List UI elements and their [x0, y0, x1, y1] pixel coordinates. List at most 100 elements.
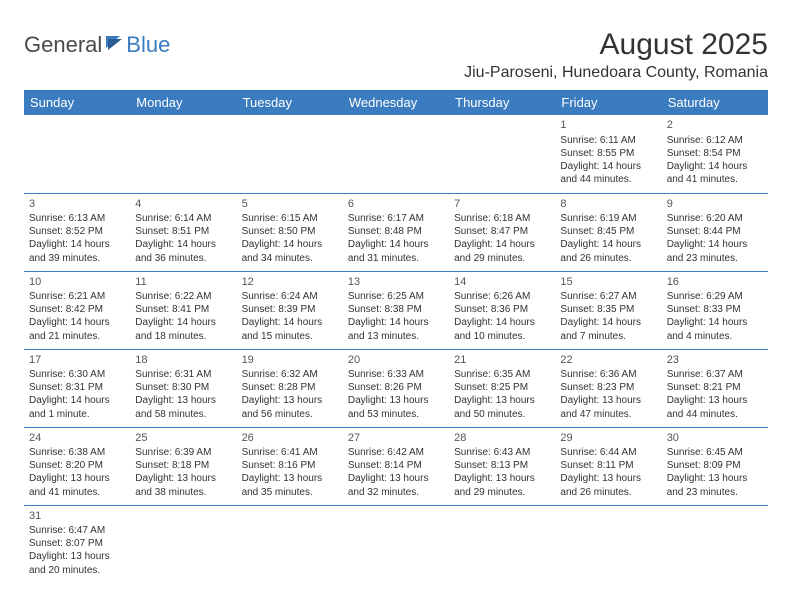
calendar-cell: 6Sunrise: 6:17 AMSunset: 8:48 PMDaylight… — [343, 193, 449, 271]
sunset-text: Sunset: 8:18 PM — [135, 459, 231, 472]
daylight-text: Daylight: 14 hours and 10 minutes. — [454, 316, 550, 342]
daylight-text: Daylight: 14 hours and 31 minutes. — [348, 238, 444, 264]
calendar-cell: 28Sunrise: 6:43 AMSunset: 8:13 PMDayligh… — [449, 427, 555, 505]
weekday-header: Tuesday — [237, 90, 343, 115]
calendar-cell: 7Sunrise: 6:18 AMSunset: 8:47 PMDaylight… — [449, 193, 555, 271]
sunrise-text: Sunrise: 6:35 AM — [454, 368, 550, 381]
calendar-cell: 14Sunrise: 6:26 AMSunset: 8:36 PMDayligh… — [449, 271, 555, 349]
day-number: 5 — [242, 197, 338, 212]
day-number: 12 — [242, 275, 338, 290]
sunrise-text: Sunrise: 6:24 AM — [242, 290, 338, 303]
day-number: 21 — [454, 353, 550, 368]
daylight-text: Daylight: 13 hours and 41 minutes. — [29, 472, 125, 498]
calendar-cell: 31Sunrise: 6:47 AMSunset: 8:07 PMDayligh… — [24, 505, 130, 583]
sunrise-text: Sunrise: 6:38 AM — [29, 446, 125, 459]
sunrise-text: Sunrise: 6:31 AM — [135, 368, 231, 381]
day-number: 24 — [29, 431, 125, 446]
daylight-text: Daylight: 14 hours and 1 minute. — [29, 394, 125, 420]
sunrise-text: Sunrise: 6:37 AM — [667, 368, 763, 381]
sunset-text: Sunset: 8:54 PM — [667, 147, 763, 160]
calendar-row: 24Sunrise: 6:38 AMSunset: 8:20 PMDayligh… — [24, 427, 768, 505]
day-number: 13 — [348, 275, 444, 290]
daylight-text: Daylight: 13 hours and 23 minutes. — [667, 472, 763, 498]
daylight-text: Daylight: 14 hours and 4 minutes. — [667, 316, 763, 342]
sunrise-text: Sunrise: 6:41 AM — [242, 446, 338, 459]
sunset-text: Sunset: 8:25 PM — [454, 381, 550, 394]
daylight-text: Daylight: 14 hours and 44 minutes. — [560, 160, 656, 186]
logo-word2: Blue — [126, 32, 170, 58]
sunset-text: Sunset: 8:07 PM — [29, 537, 125, 550]
calendar-cell: 2Sunrise: 6:12 AMSunset: 8:54 PMDaylight… — [662, 115, 768, 193]
calendar-cell: 24Sunrise: 6:38 AMSunset: 8:20 PMDayligh… — [24, 427, 130, 505]
sunrise-text: Sunrise: 6:22 AM — [135, 290, 231, 303]
sunset-text: Sunset: 8:48 PM — [348, 225, 444, 238]
weekday-header: Monday — [130, 90, 236, 115]
day-number: 27 — [348, 431, 444, 446]
daylight-text: Daylight: 14 hours and 26 minutes. — [560, 238, 656, 264]
sunset-text: Sunset: 8:45 PM — [560, 225, 656, 238]
day-number: 1 — [560, 118, 656, 133]
sunrise-text: Sunrise: 6:43 AM — [454, 446, 550, 459]
sunset-text: Sunset: 8:38 PM — [348, 303, 444, 316]
location: Jiu-Paroseni, Hunedoara County, Romania — [464, 64, 768, 82]
calendar-cell — [343, 115, 449, 193]
calendar-cell: 15Sunrise: 6:27 AMSunset: 8:35 PMDayligh… — [555, 271, 661, 349]
sunrise-text: Sunrise: 6:45 AM — [667, 446, 763, 459]
sunset-text: Sunset: 8:13 PM — [454, 459, 550, 472]
calendar-cell: 22Sunrise: 6:36 AMSunset: 8:23 PMDayligh… — [555, 349, 661, 427]
sunset-text: Sunset: 8:09 PM — [667, 459, 763, 472]
sunset-text: Sunset: 8:47 PM — [454, 225, 550, 238]
daylight-text: Daylight: 14 hours and 18 minutes. — [135, 316, 231, 342]
sunrise-text: Sunrise: 6:32 AM — [242, 368, 338, 381]
sunrise-text: Sunrise: 6:44 AM — [560, 446, 656, 459]
day-number: 11 — [135, 275, 231, 290]
calendar-cell: 19Sunrise: 6:32 AMSunset: 8:28 PMDayligh… — [237, 349, 343, 427]
sunrise-text: Sunrise: 6:25 AM — [348, 290, 444, 303]
calendar-cell — [237, 115, 343, 193]
day-number: 19 — [242, 353, 338, 368]
weekday-header: Saturday — [662, 90, 768, 115]
daylight-text: Daylight: 13 hours and 20 minutes. — [29, 550, 125, 576]
day-number: 8 — [560, 197, 656, 212]
day-number: 2 — [667, 118, 763, 133]
calendar-cell: 29Sunrise: 6:44 AMSunset: 8:11 PMDayligh… — [555, 427, 661, 505]
sunrise-text: Sunrise: 6:36 AM — [560, 368, 656, 381]
sunrise-text: Sunrise: 6:21 AM — [29, 290, 125, 303]
weekday-header: Thursday — [449, 90, 555, 115]
sunrise-text: Sunrise: 6:19 AM — [560, 212, 656, 225]
calendar-cell: 25Sunrise: 6:39 AMSunset: 8:18 PMDayligh… — [130, 427, 236, 505]
daylight-text: Daylight: 14 hours and 34 minutes. — [242, 238, 338, 264]
calendar-cell: 27Sunrise: 6:42 AMSunset: 8:14 PMDayligh… — [343, 427, 449, 505]
day-number: 20 — [348, 353, 444, 368]
sunset-text: Sunset: 8:33 PM — [667, 303, 763, 316]
day-number: 26 — [242, 431, 338, 446]
header: General Blue August 2025 Jiu-Paroseni, H… — [24, 28, 768, 82]
sunset-text: Sunset: 8:39 PM — [242, 303, 338, 316]
calendar-cell: 20Sunrise: 6:33 AMSunset: 8:26 PMDayligh… — [343, 349, 449, 427]
calendar-cell: 1Sunrise: 6:11 AMSunset: 8:55 PMDaylight… — [555, 115, 661, 193]
sunset-text: Sunset: 8:21 PM — [667, 381, 763, 394]
logo-word1: General — [24, 32, 102, 58]
sunrise-text: Sunrise: 6:33 AM — [348, 368, 444, 381]
sunset-text: Sunset: 8:44 PM — [667, 225, 763, 238]
weekday-header: Wednesday — [343, 90, 449, 115]
day-number: 25 — [135, 431, 231, 446]
calendar-cell: 11Sunrise: 6:22 AMSunset: 8:41 PMDayligh… — [130, 271, 236, 349]
flag-icon — [106, 32, 126, 58]
calendar-cell — [662, 505, 768, 583]
sunrise-text: Sunrise: 6:11 AM — [560, 134, 656, 147]
sunrise-text: Sunrise: 6:12 AM — [667, 134, 763, 147]
calendar-body: 1Sunrise: 6:11 AMSunset: 8:55 PMDaylight… — [24, 115, 768, 583]
calendar-cell — [130, 505, 236, 583]
sunset-text: Sunset: 8:41 PM — [135, 303, 231, 316]
daylight-text: Daylight: 13 hours and 26 minutes. — [560, 472, 656, 498]
day-number: 3 — [29, 197, 125, 212]
calendar-row: 17Sunrise: 6:30 AMSunset: 8:31 PMDayligh… — [24, 349, 768, 427]
daylight-text: Daylight: 14 hours and 7 minutes. — [560, 316, 656, 342]
weekday-header-row: Sunday Monday Tuesday Wednesday Thursday… — [24, 90, 768, 115]
sunset-text: Sunset: 8:51 PM — [135, 225, 231, 238]
sunset-text: Sunset: 8:50 PM — [242, 225, 338, 238]
sunset-text: Sunset: 8:23 PM — [560, 381, 656, 394]
daylight-text: Daylight: 13 hours and 53 minutes. — [348, 394, 444, 420]
day-number: 4 — [135, 197, 231, 212]
